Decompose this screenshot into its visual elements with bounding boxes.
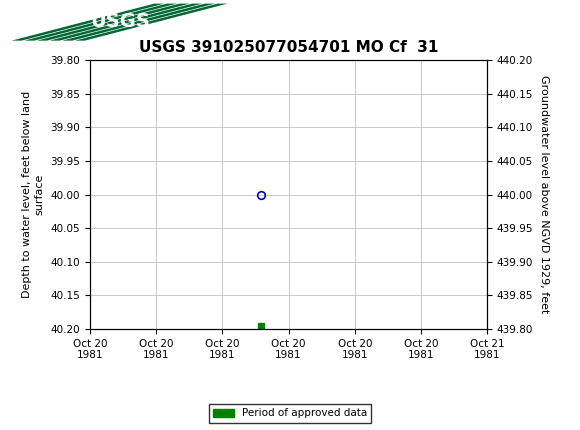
- Polygon shape: [49, 3, 202, 41]
- Y-axis label: Groundwater level above NGVD 1929, feet: Groundwater level above NGVD 1929, feet: [539, 75, 549, 314]
- Polygon shape: [24, 3, 177, 41]
- Polygon shape: [62, 3, 215, 41]
- Polygon shape: [37, 3, 190, 41]
- Text: USGS: USGS: [90, 12, 150, 31]
- Legend: Period of approved data: Period of approved data: [209, 404, 371, 423]
- Y-axis label: Depth to water level, feet below land
surface: Depth to water level, feet below land su…: [21, 91, 45, 298]
- Title: USGS 391025077054701 MO Cf  31: USGS 391025077054701 MO Cf 31: [139, 40, 438, 55]
- Polygon shape: [75, 3, 227, 41]
- Polygon shape: [12, 3, 164, 41]
- FancyBboxPatch shape: [12, 3, 81, 41]
